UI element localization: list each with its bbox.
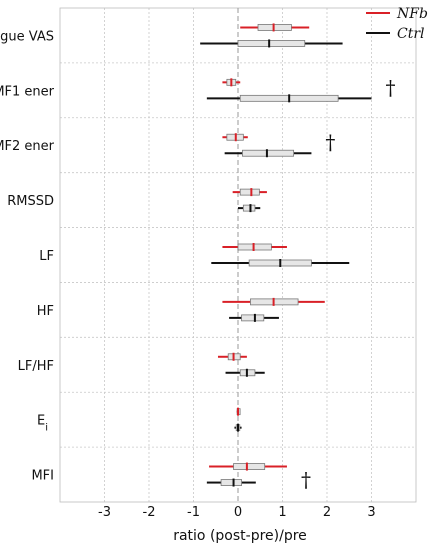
box-nfb: [222, 297, 325, 306]
box-nfb: [240, 23, 310, 32]
iqr-box: [257, 24, 292, 31]
x-tick-label: 3: [367, 505, 375, 520]
significance-dagger: †: [301, 468, 311, 492]
legend-label-ctrl: Ctrl: [397, 26, 425, 42]
iqr-box: [237, 40, 306, 47]
iqr-box: [220, 479, 242, 486]
iqr-box: [237, 243, 272, 251]
box-ctrl: [224, 149, 312, 158]
category-label: LF: [39, 249, 54, 264]
box-nfb: [222, 133, 248, 142]
box-ctrl: [211, 259, 350, 267]
significance-dagger: †: [386, 75, 396, 99]
tick-label-layer: -3 -2 -1 0 1 2 3: [98, 505, 376, 520]
iqr-box: [233, 463, 266, 470]
box-ctrl: [206, 94, 372, 103]
iqr-box: [241, 314, 265, 322]
box-layer: [200, 23, 372, 487]
category-label: fatigue VAS: [0, 29, 54, 44]
box-ctrl: [206, 478, 256, 487]
category-label: Ei: [37, 414, 48, 434]
iqr-box: [242, 204, 256, 212]
x-tick-label: -1: [187, 505, 200, 520]
x-tick-label: 1: [278, 505, 286, 520]
dagger-layer: † † †: [301, 75, 396, 491]
x-tick-label: 0: [234, 505, 242, 520]
category-label: HF: [37, 304, 54, 319]
iqr-box: [239, 188, 260, 196]
x-tick-label: -3: [98, 505, 111, 520]
box-nfb: [232, 188, 267, 197]
category-label: IMF2 ener: [0, 139, 55, 154]
legend-label-nfb: NFb: [396, 6, 428, 22]
category-label: LF/HF: [18, 359, 54, 374]
category-label: MFI: [31, 469, 54, 484]
x-tick-label: 2: [323, 505, 331, 520]
category-label: IMF1 ener: [0, 84, 55, 99]
box-nfb: [222, 78, 241, 87]
box-nfb: [222, 243, 287, 251]
legend: NFb Ctrl: [366, 6, 428, 42]
x-tick-label: -2: [143, 505, 156, 520]
significance-dagger: †: [325, 130, 335, 154]
iqr-box: [242, 149, 295, 157]
category-label-layer: fatigue VAS IMF1 ener IMF2 ener RMSSD LF HF LF…: [0, 29, 55, 483]
x-axis-label: ratio (post-pre)/pre: [173, 528, 307, 544]
box-nfb: [236, 407, 241, 416]
box-ctrl: [229, 313, 279, 322]
box-nfb: [209, 462, 287, 471]
category-label: RMSSD: [7, 194, 54, 209]
box-ctrl: [200, 39, 343, 48]
category-label-subscript: i: [45, 422, 48, 433]
box-nfb: [217, 352, 247, 361]
box-ctrl: [238, 204, 261, 213]
box-ctrl: [225, 368, 265, 377]
box-ctrl: [234, 423, 242, 432]
